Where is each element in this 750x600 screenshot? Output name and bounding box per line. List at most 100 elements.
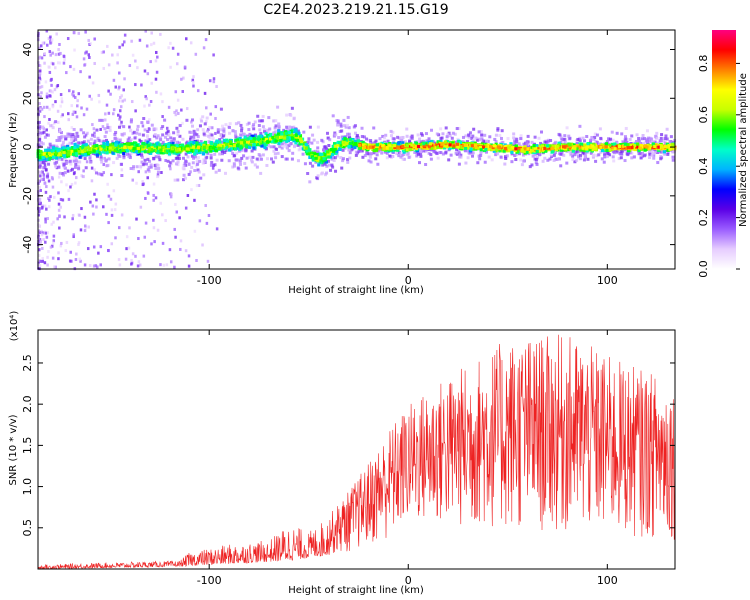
heatmap-halo-cell bbox=[57, 136, 61, 140]
heatmap-noise-cell bbox=[118, 71, 121, 75]
heatmap-halo-cell bbox=[561, 140, 565, 144]
heatmap-ridge-cell bbox=[73, 142, 77, 146]
heatmap-ridge-cell bbox=[81, 153, 85, 157]
heatmap-ridge-cell bbox=[134, 149, 138, 153]
heatmap-noise-cell bbox=[72, 233, 75, 237]
heatmap-noise-cell bbox=[145, 44, 149, 48]
heatmap-halo-cell bbox=[453, 132, 457, 136]
heatmap-halo-cell bbox=[74, 138, 78, 142]
heatmap-halo-cell bbox=[176, 178, 180, 182]
heatmap-halo-cell bbox=[325, 131, 329, 135]
heatmap-noise-cell bbox=[97, 251, 100, 255]
heatmap-noise-cell bbox=[98, 100, 101, 104]
heatmap-noise-cell bbox=[70, 182, 74, 186]
heatmap-ridge-cell bbox=[402, 150, 406, 154]
heatmap-ridge-cell bbox=[229, 140, 233, 144]
heatmap-halo-cell bbox=[619, 152, 623, 156]
heatmap-ridge-cell bbox=[211, 146, 215, 150]
heatmap-halo-cell bbox=[99, 157, 103, 161]
heatmap-ridge-cell bbox=[187, 142, 191, 146]
heatmap-halo-cell bbox=[365, 151, 369, 155]
heatmap-ridge-cell bbox=[425, 144, 429, 148]
heatmap-halo-cell bbox=[257, 123, 261, 127]
heatmap-ridge-cell bbox=[257, 135, 261, 140]
heatmap-noise-cell bbox=[71, 92, 74, 96]
heatmap-noise-cell bbox=[194, 164, 198, 168]
heatmap-noise-cell bbox=[113, 208, 117, 212]
heatmap-halo-cell bbox=[501, 140, 505, 144]
heatmap-halo-cell bbox=[525, 141, 529, 145]
heatmap-halo-cell bbox=[617, 157, 621, 161]
heatmap-halo-cell bbox=[478, 157, 482, 161]
heatmap-halo-cell bbox=[277, 122, 281, 126]
heatmap-halo-cell bbox=[220, 158, 224, 162]
heatmap-ridge-cell bbox=[97, 151, 101, 155]
heatmap-halo-cell bbox=[555, 158, 559, 162]
heatmap-ridge-cell bbox=[592, 142, 596, 146]
heatmap-halo-cell bbox=[539, 141, 543, 145]
heatmap-halo-cell bbox=[644, 139, 648, 143]
heatmap-halo-cell bbox=[69, 162, 73, 166]
heatmap-noise-cell bbox=[45, 207, 48, 211]
heatmap-noise-cell bbox=[97, 93, 101, 97]
heatmap-ridge-cell bbox=[95, 143, 99, 148]
heatmap-noise-cell bbox=[100, 51, 104, 55]
heatmap-ridge-cell bbox=[651, 142, 655, 146]
heatmap-halo-cell bbox=[40, 178, 44, 182]
heatmap-halo-cell bbox=[650, 154, 654, 158]
heatmap-halo-cell bbox=[519, 137, 523, 141]
heatmap-noise-cell bbox=[214, 105, 218, 109]
heatmap-noise-cell bbox=[131, 252, 135, 256]
heatmap-noise-cell bbox=[38, 127, 42, 131]
heatmap-halo-cell bbox=[313, 149, 317, 153]
heatmap-halo-cell bbox=[181, 156, 185, 160]
heatmap-noise-cell bbox=[161, 213, 164, 217]
heatmap-halo-cell bbox=[245, 156, 249, 160]
heatmap-noise-cell bbox=[57, 52, 61, 56]
heatmap-halo-cell bbox=[210, 160, 214, 164]
heatmap-noise-cell bbox=[101, 125, 105, 129]
heatmap-halo-cell bbox=[655, 136, 659, 140]
heatmap-halo-cell bbox=[571, 157, 575, 161]
heatmap-halo-cell bbox=[521, 153, 525, 157]
heatmap-halo-cell bbox=[104, 159, 108, 163]
heatmap-noise-cell bbox=[174, 202, 177, 206]
heatmap-halo-cell bbox=[640, 137, 644, 141]
heatmap-halo-cell bbox=[190, 131, 194, 135]
heatmap-noise-cell bbox=[69, 185, 72, 189]
heatmap-noise-cell bbox=[116, 53, 119, 57]
heatmap-halo-cell bbox=[403, 140, 407, 144]
heatmap-halo-cell bbox=[623, 135, 627, 139]
heatmap-halo-cell bbox=[486, 139, 490, 143]
heatmap-halo-cell bbox=[97, 172, 101, 176]
heatmap-halo-cell bbox=[61, 140, 65, 144]
heatmap-noise-cell bbox=[63, 57, 66, 61]
heatmap-halo-cell bbox=[632, 155, 636, 159]
heatmap-ridge-cell bbox=[176, 148, 180, 152]
heatmap-halo-cell bbox=[346, 158, 350, 162]
heatmap-halo-cell bbox=[237, 149, 241, 153]
heatmap-halo-cell bbox=[663, 141, 667, 145]
heatmap-ridge-cell bbox=[294, 132, 299, 136]
heatmap-halo-cell bbox=[363, 154, 367, 158]
heatmap-ridge-cell bbox=[81, 151, 85, 155]
heatmap-halo-cell bbox=[208, 125, 212, 129]
heatmap-halo-cell bbox=[410, 136, 414, 140]
heatmap-halo-cell bbox=[196, 168, 200, 172]
heatmap-halo-cell bbox=[386, 139, 390, 143]
heatmap-ridge-cell bbox=[66, 146, 70, 150]
heatmap-noise-cell bbox=[143, 69, 147, 73]
heatmap-halo-cell bbox=[97, 138, 101, 142]
heatmap-halo-cell bbox=[128, 139, 132, 143]
heatmap-noise-cell bbox=[41, 257, 44, 261]
heatmap-ridge-cell bbox=[657, 148, 661, 152]
heatmap-halo-cell bbox=[339, 122, 343, 126]
heatmap-ridge-cell bbox=[342, 142, 346, 146]
heatmap-noise-cell bbox=[71, 112, 75, 116]
heatmap-halo-cell bbox=[620, 132, 624, 136]
heatmap-halo-cell bbox=[258, 128, 262, 132]
heatmap-noise-cell bbox=[43, 52, 46, 56]
heatmap-ridge-cell bbox=[491, 145, 495, 150]
heatmap-halo-cell bbox=[484, 150, 488, 154]
heatmap-ridge-cell bbox=[304, 146, 308, 150]
